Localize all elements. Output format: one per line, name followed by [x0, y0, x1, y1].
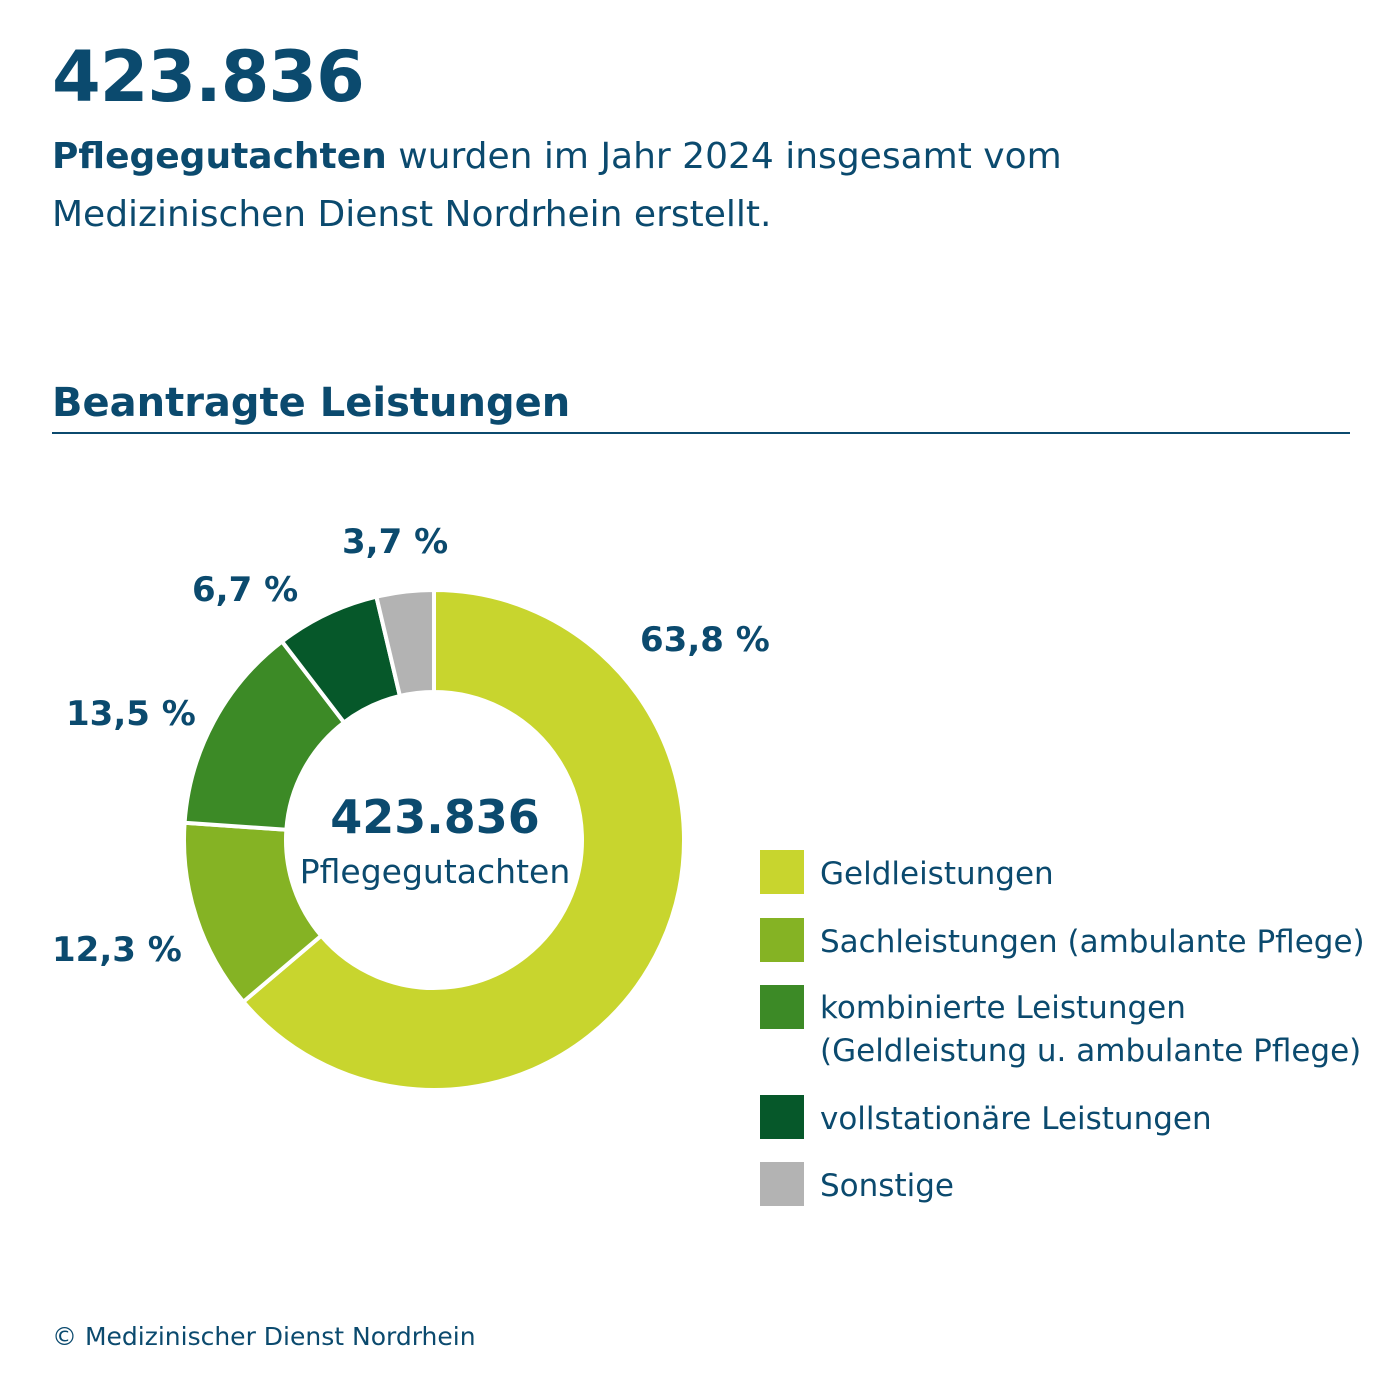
- legend-label-sachleistungen: Sachleistungen (ambulante Pflege): [820, 924, 1365, 960]
- legend-swatch-sonstige: [760, 1162, 804, 1206]
- donut-slice-geldleistungen: [240, 587, 686, 1092]
- value-label-vollstationaer: 6,7 %: [192, 570, 299, 610]
- legend-label-kombinierte: kombinierte Leistungen (Geldleistung u. …: [820, 990, 1362, 1069]
- legend-swatch-sachleistungen: [760, 918, 804, 962]
- legend-label-sonstige: Sonstige: [820, 1168, 954, 1204]
- intro-bold: Pflegegutachten: [52, 136, 387, 177]
- section-title: Beantragte Leistungen: [52, 380, 571, 426]
- intro-text: Pflegegutachten wurden im Jahr 2024 insg…: [52, 128, 1252, 244]
- donut-slice-sonstige: [373, 587, 436, 699]
- center-label: Pflegegutachten: [299, 852, 571, 891]
- value-label-geldleistungen: 63,8 %: [640, 620, 770, 660]
- value-label-sachleistungen: 12,3 %: [52, 930, 182, 970]
- intro-rest: wurden im Jahr 2024 insgesamt vom Medizi…: [52, 136, 1062, 235]
- legend-swatch-vollstationaer: [760, 1095, 804, 1139]
- legend-label-vollstationaer: vollstationäre Leistungen: [820, 1101, 1212, 1137]
- center-value: 423.836: [330, 790, 540, 844]
- legend-swatch-kombinierte: [760, 985, 804, 1029]
- legend-swatch-geldleistungen: [760, 850, 804, 894]
- headline-total: 423.836: [52, 36, 365, 118]
- value-label-sonstige: 3,7 %: [342, 522, 449, 562]
- legend-label-geldleistungen: Geldleistungen: [820, 856, 1054, 892]
- section-divider: [52, 432, 1350, 434]
- copyright-notice: © Medizinischer Dienst Nordrhein: [52, 1322, 476, 1351]
- value-label-kombinierte: 13,5 %: [66, 694, 196, 734]
